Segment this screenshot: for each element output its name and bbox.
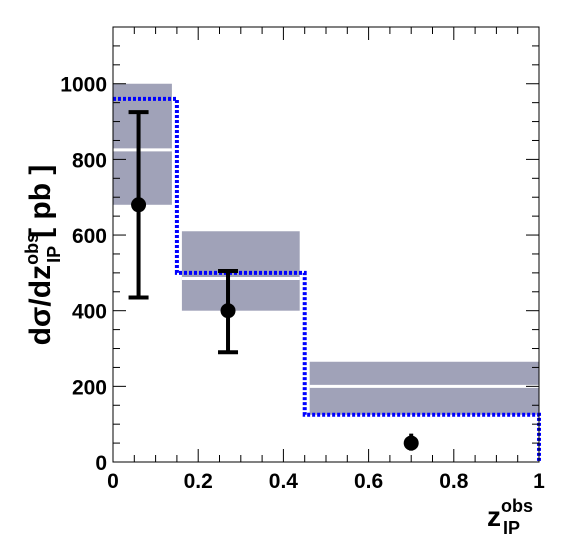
uncertainty-band-2: [309, 361, 539, 415]
axis-ticks: [112, 26, 540, 463]
x-tick-label: 0: [107, 470, 119, 493]
data-points-group: [128, 110, 419, 451]
y-tick-label: 800: [72, 149, 107, 172]
x-axis-title: zobs IP: [487, 496, 533, 538]
y-tick-label: 0: [95, 452, 107, 475]
data-point-1: [220, 303, 236, 319]
tick-labels: 0 0.2 0.4 0.6 0.8 1 0 200 400 600 800 1000: [60, 74, 545, 493]
y-tick-label: 600: [72, 225, 107, 248]
x-tick-label: 0.2: [184, 470, 213, 493]
x-tick-label: 0.8: [439, 470, 469, 493]
x-tick-label: 1: [533, 470, 545, 493]
y-tick-label: 400: [72, 301, 107, 324]
data-point-2: [403, 435, 419, 451]
y-tick-label: 1000: [60, 74, 107, 97]
y-tick-label: 200: [72, 376, 107, 399]
data-point-0: [131, 197, 147, 213]
uncertainty-band-0: [113, 83, 172, 205]
x-tick-label: 0.6: [354, 470, 383, 493]
band-group: [113, 83, 539, 415]
x-tick-label: 0.4: [269, 470, 299, 493]
y-axis-title: dσ/dzobs IP[ pb ]: [22, 165, 64, 346]
